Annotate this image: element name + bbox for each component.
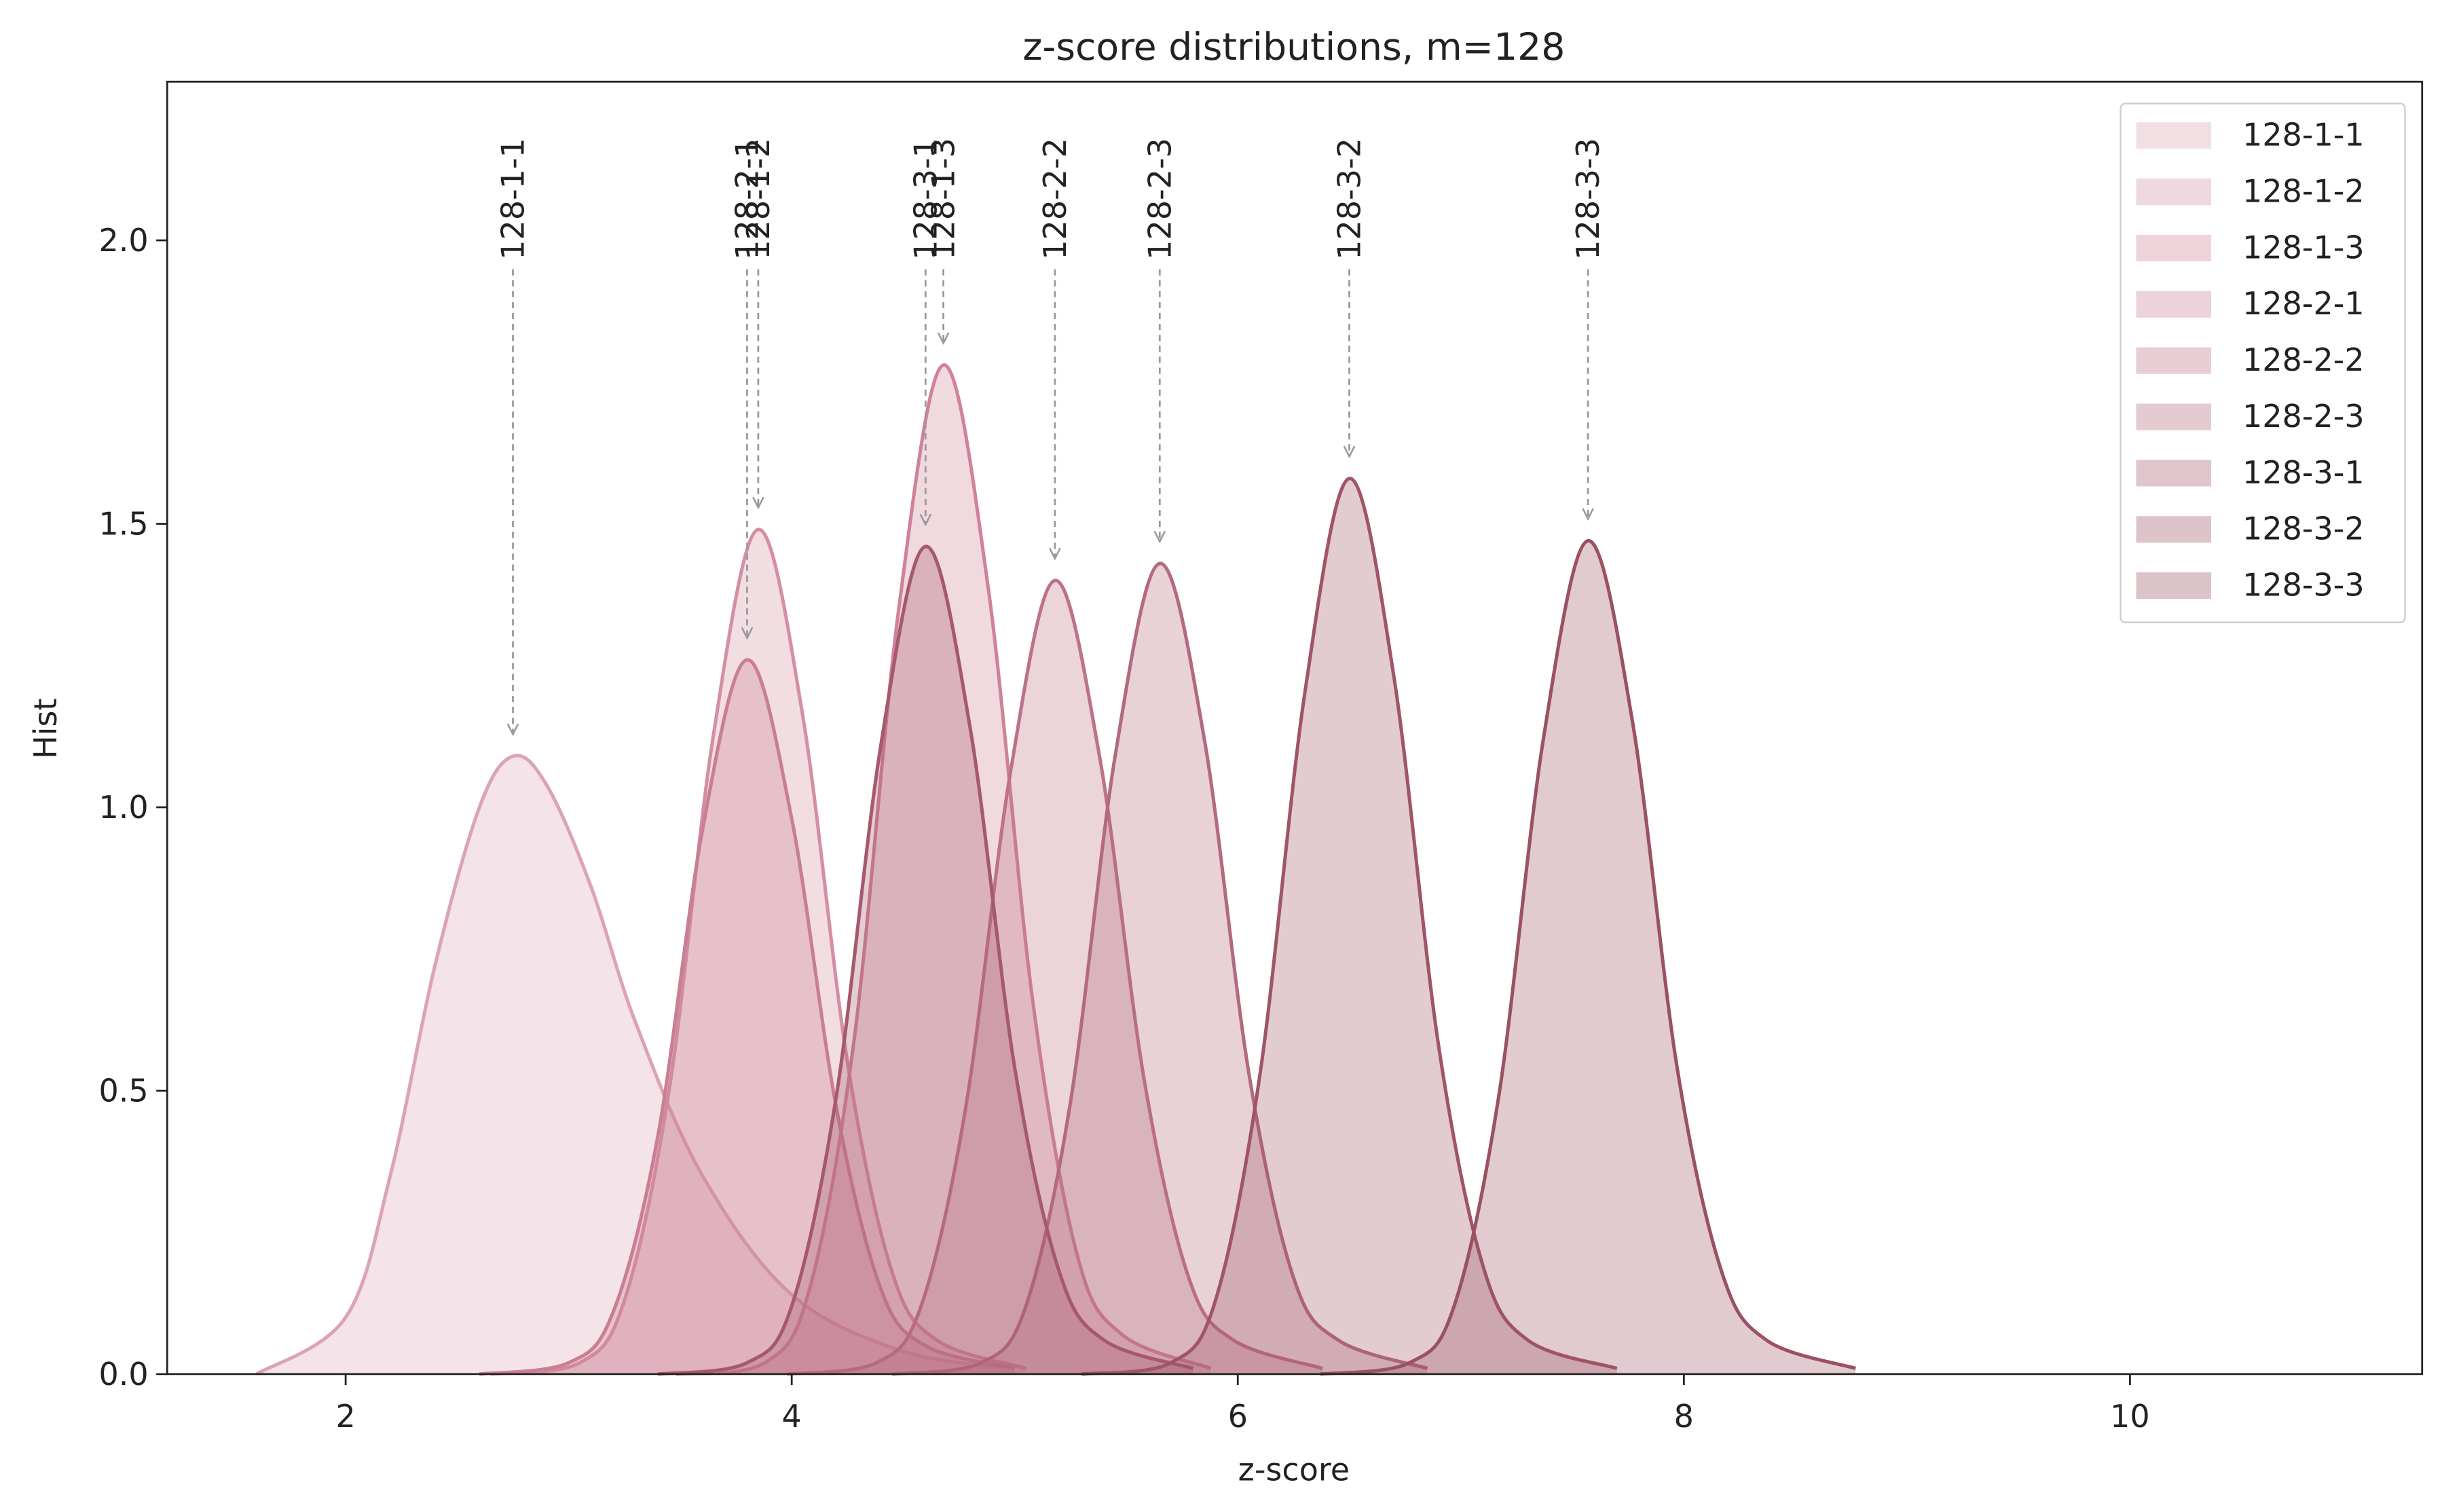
y-tick-label: 1.5 (98, 506, 148, 542)
legend-label: 128-2-3 (2242, 398, 2365, 435)
legend-swatch (2136, 516, 2212, 543)
legend-label: 128-3-1 (2242, 454, 2365, 491)
legend-label: 128-3-3 (2242, 567, 2365, 604)
annotation-label: 128-2-2 (1037, 138, 1073, 260)
legend-label: 128-1-2 (2242, 173, 2365, 210)
legend-swatch (2136, 178, 2212, 206)
annotation-label: 128-3-1 (907, 138, 944, 260)
annotation-label: 128-1-1 (495, 138, 532, 260)
y-tick-label: 2.0 (98, 222, 148, 259)
legend-label: 128-1-1 (2242, 117, 2365, 153)
annotation-label: 128-3-2 (1331, 138, 1368, 260)
density-line (1320, 539, 1857, 1376)
x-tick-label: 2 (335, 1398, 355, 1435)
y-tick-label: 0.5 (98, 1073, 148, 1109)
legend-label: 128-1-3 (2242, 229, 2365, 265)
annotation-label: 128-1-2 (740, 138, 777, 260)
annotation-label: 128-2-3 (1141, 138, 1178, 260)
y-tick-label: 1.0 (98, 789, 148, 826)
density-line (479, 658, 1016, 1376)
density-line (255, 754, 1016, 1376)
legend-swatch (2136, 347, 2212, 374)
density-line (787, 578, 1323, 1376)
legend-frame (2119, 103, 2406, 623)
annotation-label: 128-1-3 (925, 138, 962, 260)
density-area (892, 563, 1428, 1374)
legend-swatch (2136, 234, 2212, 261)
legend-swatch (2136, 291, 2212, 318)
legend-swatch (2136, 460, 2212, 487)
legend-label: 128-2-1 (2242, 285, 2365, 322)
density-area (787, 580, 1323, 1374)
x-tick-label: 10 (2110, 1398, 2150, 1435)
x-tick-label: 6 (1228, 1398, 1248, 1435)
chart-title: z-score distributions, m=128 (1022, 26, 1565, 69)
x-axis-label: z-score (1238, 1451, 1350, 1488)
legend-swatch (2136, 403, 2212, 430)
plot-area (255, 363, 1857, 1376)
density-line (891, 561, 1428, 1376)
y-tick-label: 0.0 (98, 1356, 148, 1393)
legend-label: 128-3-2 (2242, 511, 2365, 547)
density-line (490, 528, 1026, 1376)
density-area (490, 529, 1026, 1374)
density-area (256, 755, 1015, 1374)
density-area (1320, 540, 1856, 1374)
density-area (1081, 478, 1617, 1374)
legend-swatch (2136, 572, 2212, 600)
annotation-label: 128-2-1 (729, 138, 766, 260)
density-line (675, 363, 1212, 1376)
legend-label: 128-2-2 (2242, 342, 2365, 378)
density-line (657, 545, 1194, 1376)
x-tick-label: 8 (1674, 1398, 1694, 1435)
legend: 128-1-1 128-1-2 128-1-3 128-2-1 128-2-2 128-2… (2119, 103, 2406, 623)
density-area (479, 659, 1015, 1374)
y-axis-label: Hist (27, 699, 64, 759)
x-tick-label: 4 (782, 1398, 802, 1435)
density-line (1081, 477, 1618, 1376)
legend-swatch (2136, 122, 2212, 149)
annotation-label: 128-3-3 (1570, 138, 1606, 260)
axes-frame (166, 80, 2424, 1376)
density-area (658, 546, 1193, 1374)
density-area (675, 365, 1211, 1374)
